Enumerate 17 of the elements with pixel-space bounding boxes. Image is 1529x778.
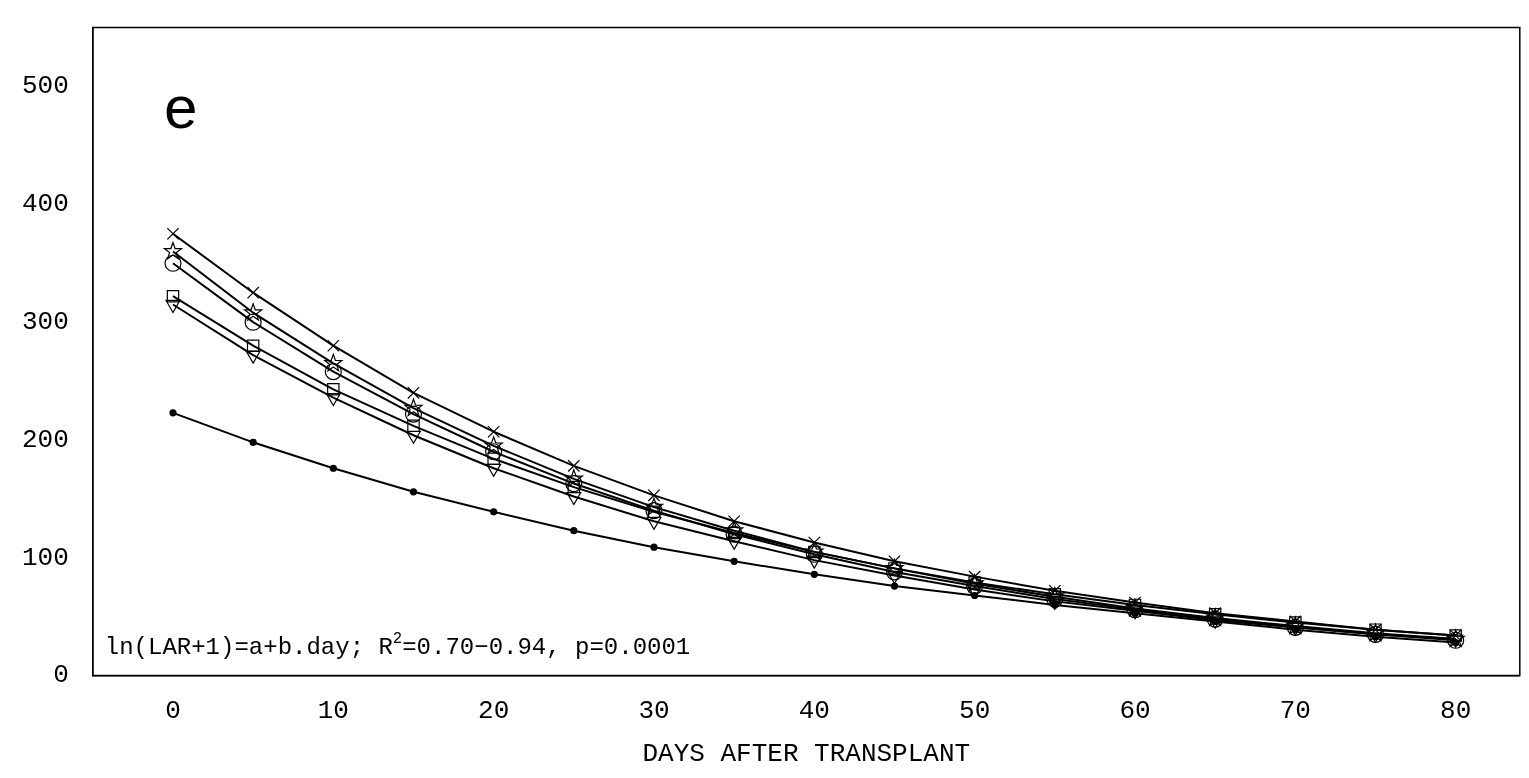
y-tick-label: 100 <box>22 542 69 573</box>
x-tick-label: 30 <box>638 696 670 727</box>
y-tick-label: 300 <box>22 307 69 338</box>
y-tick-label: 0 <box>53 660 69 691</box>
x-tick-label: 20 <box>478 696 510 727</box>
y-tick-label: 400 <box>22 189 69 220</box>
x-axis-title: DAYS AFTER TRANSPLANT <box>642 739 971 770</box>
y-tick-label: 200 <box>22 424 69 455</box>
annotation: e <box>162 77 199 146</box>
x-tick-label: 40 <box>798 696 830 727</box>
x-tick-label: 0 <box>165 696 181 727</box>
x-tick-label: 80 <box>1440 696 1472 727</box>
y-tick-label: 500 <box>22 71 69 102</box>
x-tick-label: 70 <box>1279 696 1311 727</box>
x-tick-label: 50 <box>959 696 991 727</box>
x-tick-label: 60 <box>1119 696 1151 727</box>
x-tick-label: 10 <box>317 696 349 727</box>
